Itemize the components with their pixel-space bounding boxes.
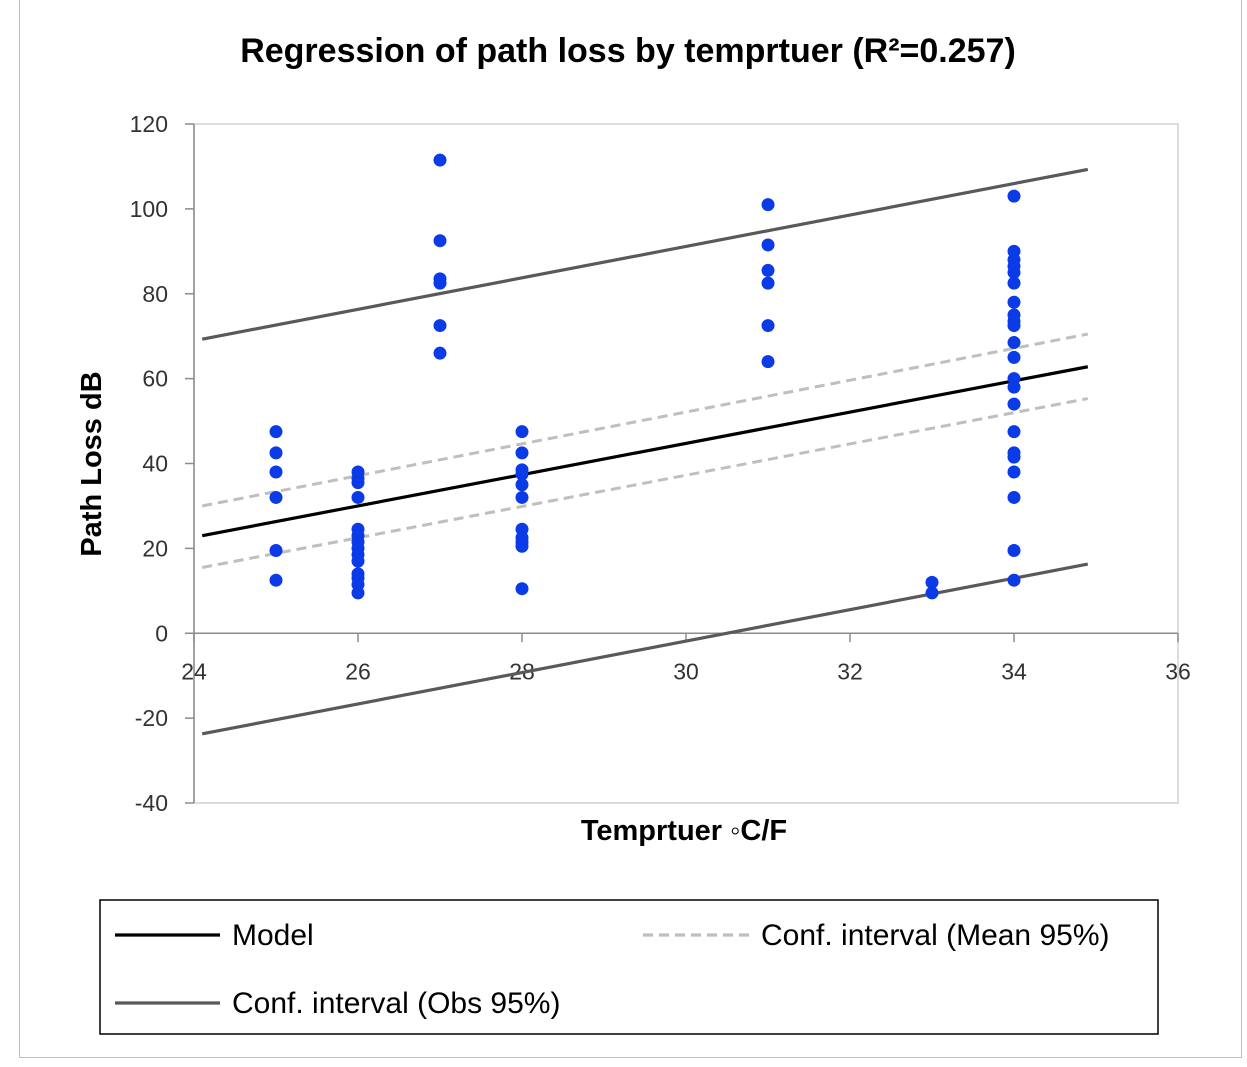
y-tick-label: 60 [142,366,168,392]
scatter-point [433,234,447,248]
scatter-point [761,355,775,369]
scatter-point [351,476,365,490]
legend-label: Conf. interval (Mean 95%) [761,919,1110,952]
chart-frame [19,0,1242,1058]
scatter-point [1007,543,1021,557]
x-tick-label: 32 [837,658,863,684]
scatter-point [515,425,529,439]
scatter-point [1007,425,1021,439]
scatter-point [1007,189,1021,203]
x-tick-label: 26 [345,658,371,684]
scatter-point [1007,490,1021,504]
legend-label: Model [232,919,314,952]
legend [99,899,1159,1035]
scatter-point [1007,295,1021,309]
scatter-point [269,446,283,460]
scatter-point [515,478,529,492]
legend-label: Conf. interval (Obs 95%) [232,987,560,1020]
scatter-point [1007,450,1021,464]
y-tick-label: 120 [130,111,168,137]
y-tick-label: -40 [135,790,168,816]
line-obs-ci [201,167,1089,341]
scatter-point [433,276,447,290]
scatter-point [1007,397,1021,411]
line-obs-ci [201,562,1089,736]
scatter-point [1007,465,1021,479]
chart-title: Regression of path loss by temprtuer (R²… [240,32,1016,70]
y-tick-label: 80 [142,281,168,307]
scatter-point [515,446,529,460]
scatter-point [433,153,447,167]
x-tick-label: 24 [181,658,207,684]
scatter-point [925,575,939,589]
scatter-point [351,586,365,600]
x-tick-label: 30 [673,658,699,684]
line-mean-ci [201,332,1089,508]
scatter-point [1007,266,1021,280]
scatter-point [269,465,283,479]
scatter-point [761,319,775,333]
scatter-point [925,586,939,600]
scatter-point [1007,350,1021,364]
scatter-point [269,425,283,439]
x-tick-label: 34 [1001,658,1027,684]
plot-area [193,123,1179,804]
scatter-point [1007,276,1021,290]
scatter-point [1007,336,1021,350]
x-axis: 24262830323436 [181,632,1191,684]
scatter-point [761,276,775,290]
scatter-point [515,467,529,481]
y-tick-label: -20 [135,705,168,731]
scatter-point [515,490,529,504]
scatter-point [351,554,365,568]
y-tick-label: 40 [142,451,168,477]
scatter-point [515,539,529,553]
scatter-point [761,263,775,277]
line-mean-ci [201,397,1089,569]
scatter-point [269,573,283,587]
y-tick-label: 20 [142,535,168,561]
y-axis: 120 100 80 60 40 20 0 -20 -40 [130,111,195,816]
scatter-point [515,582,529,596]
x-axis-title: Temprtuer ◦C/F [581,815,787,847]
scatter-point [269,490,283,504]
scatter-point [351,490,365,504]
scatter-point [433,319,447,333]
scatter-point [761,238,775,252]
line-model [201,365,1089,538]
data-points [269,153,1021,600]
scatter-point [761,198,775,212]
regression-lines [201,167,1089,736]
legend-entries: Model Conf. interval (Mean 95%) Conf. inte… [115,919,1110,1020]
scatter-point [433,346,447,360]
y-axis-title: Path Loss dB [76,371,108,556]
scatter-point [1007,380,1021,394]
y-tick-label: 0 [155,620,168,646]
x-tick-label: 36 [1165,658,1191,684]
scatter-point [1007,319,1021,333]
scatter-point [269,543,283,557]
y-tick-label: 100 [130,196,168,222]
scatter-point [1007,573,1021,587]
